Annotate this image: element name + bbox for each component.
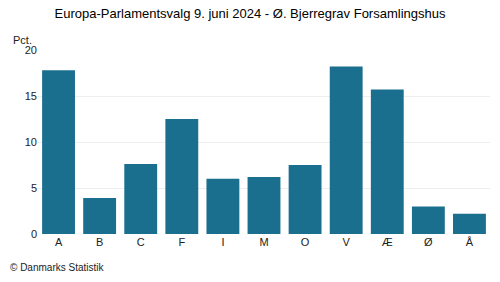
svg-text:Ø: Ø (424, 236, 433, 248)
svg-text:O: O (301, 236, 310, 248)
svg-text:Pct.: Pct. (13, 34, 32, 46)
svg-text:B: B (96, 236, 103, 248)
svg-text:20: 20 (25, 44, 37, 56)
svg-text:M: M (259, 236, 268, 248)
svg-text:0: 0 (31, 228, 37, 240)
svg-text:Å: Å (466, 236, 474, 248)
svg-text:A: A (55, 236, 63, 248)
svg-text:Æ: Æ (382, 236, 393, 248)
svg-text:© Danmarks Statistik: © Danmarks Statistik (10, 262, 105, 273)
svg-text:C: C (137, 236, 145, 248)
svg-text:V: V (343, 236, 351, 248)
svg-text:I: I (221, 236, 224, 248)
svg-text:Europa-Parlamentsvalg 9. juni: Europa-Parlamentsvalg 9. juni 2024 - Ø. … (55, 6, 446, 21)
svg-text:F: F (178, 236, 185, 248)
svg-text:10: 10 (25, 136, 37, 148)
svg-text:5: 5 (31, 182, 37, 194)
svg-text:15: 15 (25, 90, 37, 102)
